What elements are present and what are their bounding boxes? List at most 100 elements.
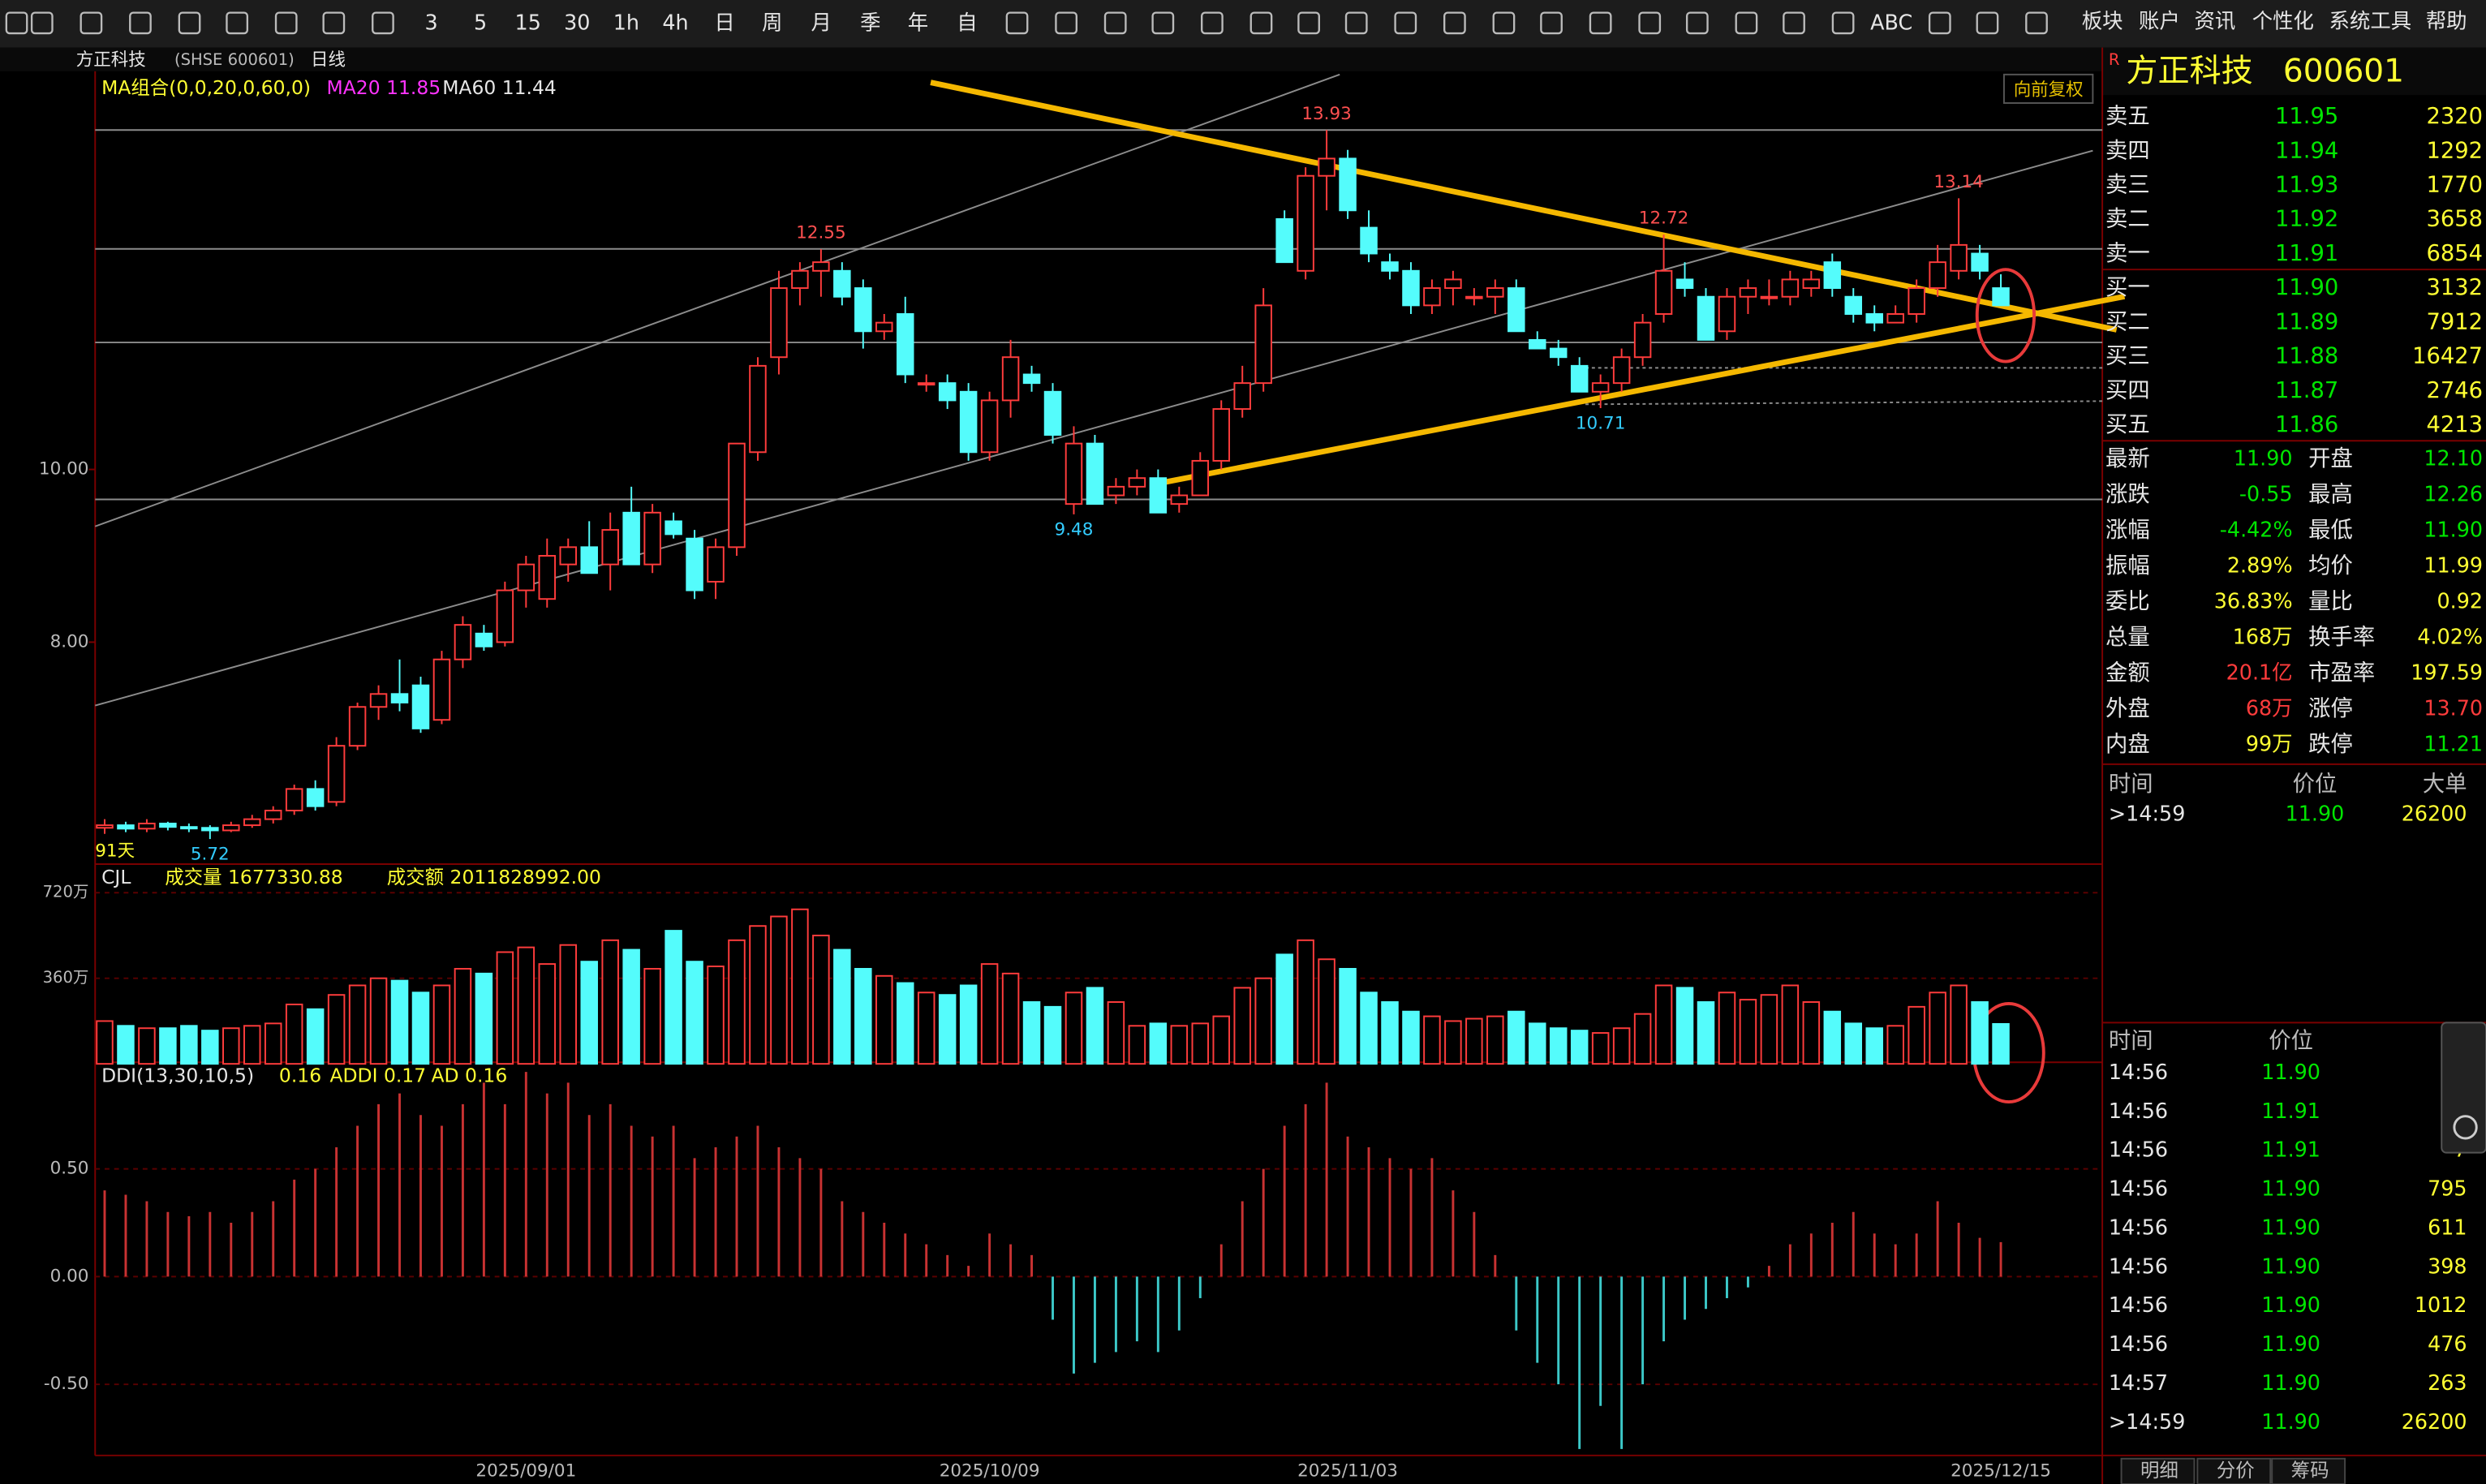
- toolbar-icon[interactable]: [1103, 11, 1127, 35]
- toolbar-icon[interactable]: [1831, 11, 1855, 35]
- order-volume: 4213: [2426, 412, 2483, 437]
- volume-bar: [1086, 987, 1104, 1065]
- toolbar-icon[interactable]: [1443, 11, 1466, 35]
- toolbar-button[interactable]: 周: [762, 10, 782, 34]
- toolbar-button[interactable]: 月: [811, 10, 832, 34]
- tab[interactable]: [2196, 1457, 2272, 1484]
- toolbar-icon[interactable]: [30, 11, 54, 35]
- y-tick-label: -0.50: [44, 1374, 89, 1394]
- toolbar-icon[interactable]: [129, 11, 152, 35]
- toolbar-icon[interactable]: [1005, 11, 1029, 35]
- period-selector[interactable]: 日线: [311, 49, 346, 70]
- volume-bar: [959, 984, 978, 1065]
- toolbar-icon[interactable]: [1638, 11, 1662, 35]
- side-panel[interactable]: [2441, 1022, 2486, 1154]
- toolbar-button[interactable]: 年: [908, 10, 928, 34]
- stat-value: 2.89%: [2227, 553, 2293, 578]
- legend-entry: 成交额 2011828992.00: [387, 866, 601, 888]
- stock-name: 方正科技: [76, 49, 146, 70]
- legend-entry: 0.16: [279, 1064, 321, 1086]
- toolbar-button[interactable]: 季: [860, 10, 880, 34]
- toolbar-icon[interactable]: [1976, 11, 1999, 35]
- toolbar-icon[interactable]: [1928, 11, 1951, 35]
- toolbar-button[interactable]: ABC: [1870, 10, 1912, 34]
- menu-item[interactable]: 系统工具: [2329, 8, 2412, 32]
- toolbar-icon[interactable]: [5, 11, 28, 35]
- toolbar-icon[interactable]: [1249, 11, 1273, 35]
- tick-cell: 14:56: [2109, 1099, 2168, 1123]
- candle-body: [959, 390, 978, 454]
- order-label: 卖三: [2105, 173, 2150, 198]
- menu-item[interactable]: 资讯: [2194, 8, 2235, 32]
- x-tick-label: 2025/10/09: [940, 1460, 1040, 1481]
- candle-body: [875, 321, 893, 333]
- order-price: 11.89: [2275, 309, 2338, 334]
- tick-cell: 14:57: [2109, 1370, 2168, 1395]
- menu-item[interactable]: 帮助: [2426, 8, 2467, 32]
- toolbar-button[interactable]: 日: [714, 10, 734, 34]
- toolbar-icon[interactable]: [1589, 11, 1612, 35]
- stat-label: 总量: [2105, 625, 2150, 650]
- tab-label[interactable]: 筹码: [2291, 1459, 2329, 1482]
- toolbar-icon[interactable]: [80, 11, 103, 35]
- toolbar-icon[interactable]: [1783, 11, 1805, 35]
- candle-body: [728, 442, 746, 548]
- volume-bar: [1823, 1010, 1842, 1065]
- candle-body: [1654, 269, 1673, 315]
- tab-label[interactable]: 分价: [2217, 1459, 2255, 1482]
- order-label: 买五: [2105, 412, 2150, 437]
- stat-label: 涨幅: [2105, 518, 2150, 543]
- candle-body: [538, 555, 557, 600]
- toolbar-icon[interactable]: [1297, 11, 1320, 35]
- toolbar-icon[interactable]: [1344, 11, 1368, 35]
- candle-body: [390, 693, 409, 703]
- candle-body: [348, 706, 367, 747]
- x-tick-label: 2025/12/15: [1951, 1460, 2051, 1481]
- toolbar-button[interactable]: 15: [515, 10, 541, 34]
- volume-bar: [896, 982, 914, 1065]
- toolbar-button[interactable]: 4h: [662, 10, 688, 34]
- order-price: 11.87: [2275, 378, 2338, 403]
- toolbar-icon[interactable]: [372, 11, 394, 35]
- order-volume: 1770: [2426, 173, 2483, 198]
- tab-label[interactable]: 明细: [2140, 1459, 2178, 1482]
- table-header: 价位: [2269, 1028, 2313, 1053]
- toolbar-icon[interactable]: [178, 11, 201, 35]
- volume-bar: [1297, 939, 1314, 1065]
- settings-icon[interactable]: [2453, 1115, 2478, 1140]
- toolbar-button[interactable]: 5: [474, 10, 487, 34]
- tab[interactable]: [2120, 1457, 2196, 1484]
- toolbar-icon[interactable]: [1735, 11, 1758, 35]
- volume-bar: [1275, 953, 1293, 1065]
- toolbar-icon[interactable]: [1492, 11, 1516, 35]
- toolbar-icon[interactable]: [1151, 11, 1175, 35]
- menu-item[interactable]: 账户: [2139, 8, 2180, 32]
- days-label: 91天: [95, 841, 135, 861]
- tab[interactable]: [2271, 1457, 2346, 1484]
- toolbar-icon[interactable]: [1201, 11, 1224, 35]
- candle-body: [1781, 278, 1800, 298]
- toolbar-icon[interactable]: [274, 11, 298, 35]
- candle-body: [1697, 295, 1715, 341]
- toolbar-button[interactable]: 1h: [613, 10, 639, 34]
- volume-bar: [538, 963, 557, 1065]
- menu-item[interactable]: 板块: [2082, 8, 2123, 32]
- toolbar-icon[interactable]: [1394, 11, 1417, 35]
- candle-body: [1065, 442, 1083, 505]
- volume-bar: [1423, 1015, 1441, 1065]
- toolbar-icon[interactable]: [1685, 11, 1709, 35]
- toolbar-icon[interactable]: [322, 11, 346, 35]
- toolbar-button[interactable]: 3: [424, 10, 437, 34]
- volume-bar: [327, 994, 346, 1065]
- restore-label[interactable]: 向前复权: [2014, 80, 2084, 100]
- toolbar-button[interactable]: 30: [564, 10, 590, 34]
- toolbar-button[interactable]: 自: [957, 10, 977, 34]
- toolbar-icon[interactable]: [1055, 11, 1077, 35]
- volume-bar: [1360, 991, 1378, 1065]
- volume-bar: [601, 939, 619, 1065]
- toolbar-icon[interactable]: [2025, 11, 2048, 35]
- menu-item[interactable]: 个性化: [2252, 8, 2314, 32]
- toolbar-icon[interactable]: [1540, 11, 1563, 35]
- toolbar-icon[interactable]: [226, 11, 249, 35]
- tick-cell: 11.90: [2261, 1254, 2320, 1278]
